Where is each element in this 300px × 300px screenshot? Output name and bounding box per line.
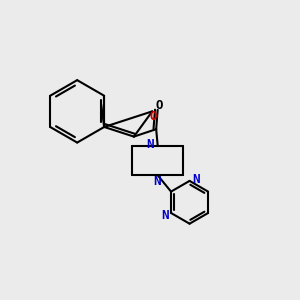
Text: N: N bbox=[153, 175, 161, 188]
Text: O: O bbox=[150, 110, 158, 123]
Text: N: N bbox=[146, 137, 154, 151]
Text: O: O bbox=[156, 99, 164, 112]
Text: N: N bbox=[192, 173, 200, 186]
Text: N: N bbox=[161, 209, 168, 223]
